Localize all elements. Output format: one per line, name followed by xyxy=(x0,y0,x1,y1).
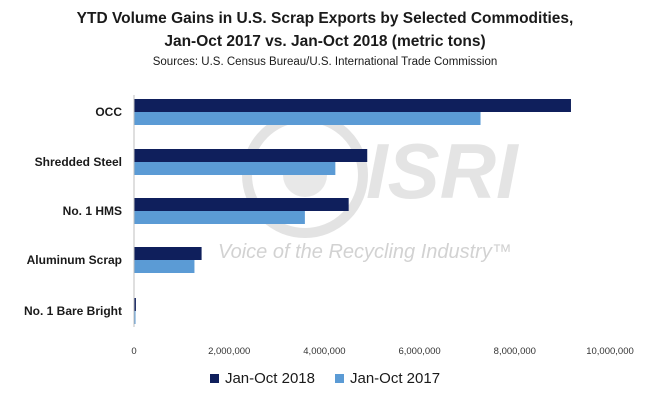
bar-occ-jan-oct-2018 xyxy=(134,99,571,112)
legend-label: Jan-Oct 2018 xyxy=(224,370,315,387)
chart-subtitle: Sources: U.S. Census Bureau/U.S. Interna… xyxy=(152,56,498,68)
category-label-aluminum-scrap: Aluminum Scrap xyxy=(27,253,122,267)
category-label-occ: OCC xyxy=(95,105,122,119)
x-tick-label: 4,000,000 xyxy=(303,346,345,357)
x-tick-label: 2,000,000 xyxy=(208,346,250,357)
x-tick-label: 10,000,000 xyxy=(586,346,634,357)
legend-item-jan-oct-2018: Jan-Oct 2018 xyxy=(209,370,315,387)
x-tick-label: 0 xyxy=(131,346,136,357)
x-tick-label: 8,000,000 xyxy=(494,346,536,357)
legend-label: Jan-Oct 2017 xyxy=(350,370,441,387)
category-label-no-1-bare-bright: No. 1 Bare Bright xyxy=(24,304,122,318)
bar-shredded-steel-jan-oct-2018 xyxy=(134,149,368,162)
x-tick-label: 6,000,000 xyxy=(398,346,440,357)
chart-title-line-2: Jan-Oct 2017 vs. Jan-Oct 2018 (metric to… xyxy=(164,33,486,50)
chart-legend: Jan-Oct 2018 Jan-Oct 2017 xyxy=(0,370,650,387)
legend-swatch xyxy=(335,374,344,383)
bar-shredded-steel-jan-oct-2017 xyxy=(134,162,336,175)
chart-title: YTD Volume Gains in U.S. Scrap Exports b… xyxy=(76,10,574,27)
bar-no-1-hms-jan-oct-2017 xyxy=(134,211,305,224)
legend-item-jan-oct-2017: Jan-Oct 2017 xyxy=(335,370,440,387)
bar-no-1-bare-bright-jan-oct-2017 xyxy=(134,311,136,324)
watermark-tagline: Voice of the Recycling Industry™ xyxy=(218,241,512,263)
legend-swatch xyxy=(209,374,219,383)
category-label-shredded-steel: Shredded Steel xyxy=(35,155,122,169)
watermark-logo-text: ISRI xyxy=(366,127,519,215)
bar-aluminum-scrap-jan-oct-2018 xyxy=(134,247,202,260)
bar-aluminum-scrap-jan-oct-2017 xyxy=(134,260,195,273)
category-label-no-1-hms: No. 1 HMS xyxy=(63,204,122,218)
bar-no-1-hms-jan-oct-2018 xyxy=(134,198,349,211)
bar-occ-jan-oct-2017 xyxy=(134,112,481,125)
bar-no-1-bare-bright-jan-oct-2018 xyxy=(134,298,136,311)
isri-watermark: ISRI Voice of the Recycling Industry™ xyxy=(218,112,519,263)
